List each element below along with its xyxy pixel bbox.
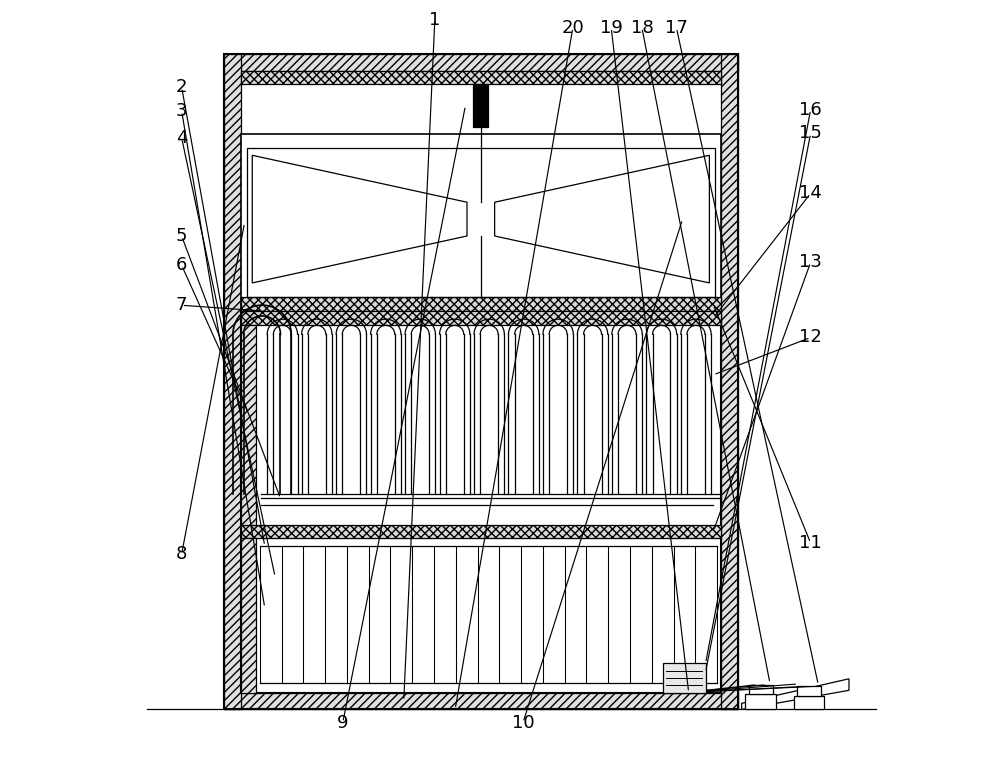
Bar [224, 54, 241, 709]
Text: 3: 3 [176, 102, 187, 120]
Bar [241, 134, 721, 311]
Text: 11: 11 [799, 534, 822, 552]
Text: 13: 13 [799, 253, 822, 272]
Bar [241, 298, 721, 311]
Text: 7: 7 [176, 296, 187, 314]
Text: 17: 17 [665, 18, 688, 37]
Text: 10: 10 [512, 713, 534, 732]
Bar [241, 311, 721, 538]
Bar [797, 686, 821, 696]
Text: 12: 12 [799, 328, 822, 347]
Polygon shape [742, 679, 849, 709]
Text: 4: 4 [176, 129, 187, 147]
Text: 14: 14 [799, 184, 822, 202]
Bar [663, 663, 706, 693]
Polygon shape [252, 155, 467, 283]
Text: 19: 19 [600, 18, 623, 37]
Bar [241, 538, 721, 693]
Bar [241, 311, 721, 325]
Text: 18: 18 [631, 18, 653, 37]
Polygon shape [495, 155, 709, 283]
Bar [473, 84, 488, 127]
Bar [241, 525, 721, 538]
Bar [241, 325, 256, 525]
Text: 20: 20 [561, 18, 584, 37]
Bar [241, 538, 256, 693]
Text: 2: 2 [176, 78, 187, 97]
Bar [224, 693, 738, 709]
Bar [794, 696, 824, 709]
Bar [224, 54, 738, 71]
Text: 9: 9 [337, 713, 349, 732]
Bar [247, 148, 715, 298]
Text: 15: 15 [799, 124, 822, 143]
Bar [224, 54, 738, 709]
Bar [721, 54, 738, 709]
Text: 8: 8 [176, 545, 187, 563]
Text: 5: 5 [176, 227, 187, 245]
Bar [241, 71, 721, 84]
Text: 1: 1 [429, 11, 440, 29]
Text: 16: 16 [799, 100, 822, 119]
Bar [749, 685, 773, 694]
Bar [745, 694, 776, 709]
Text: 6: 6 [176, 256, 187, 275]
